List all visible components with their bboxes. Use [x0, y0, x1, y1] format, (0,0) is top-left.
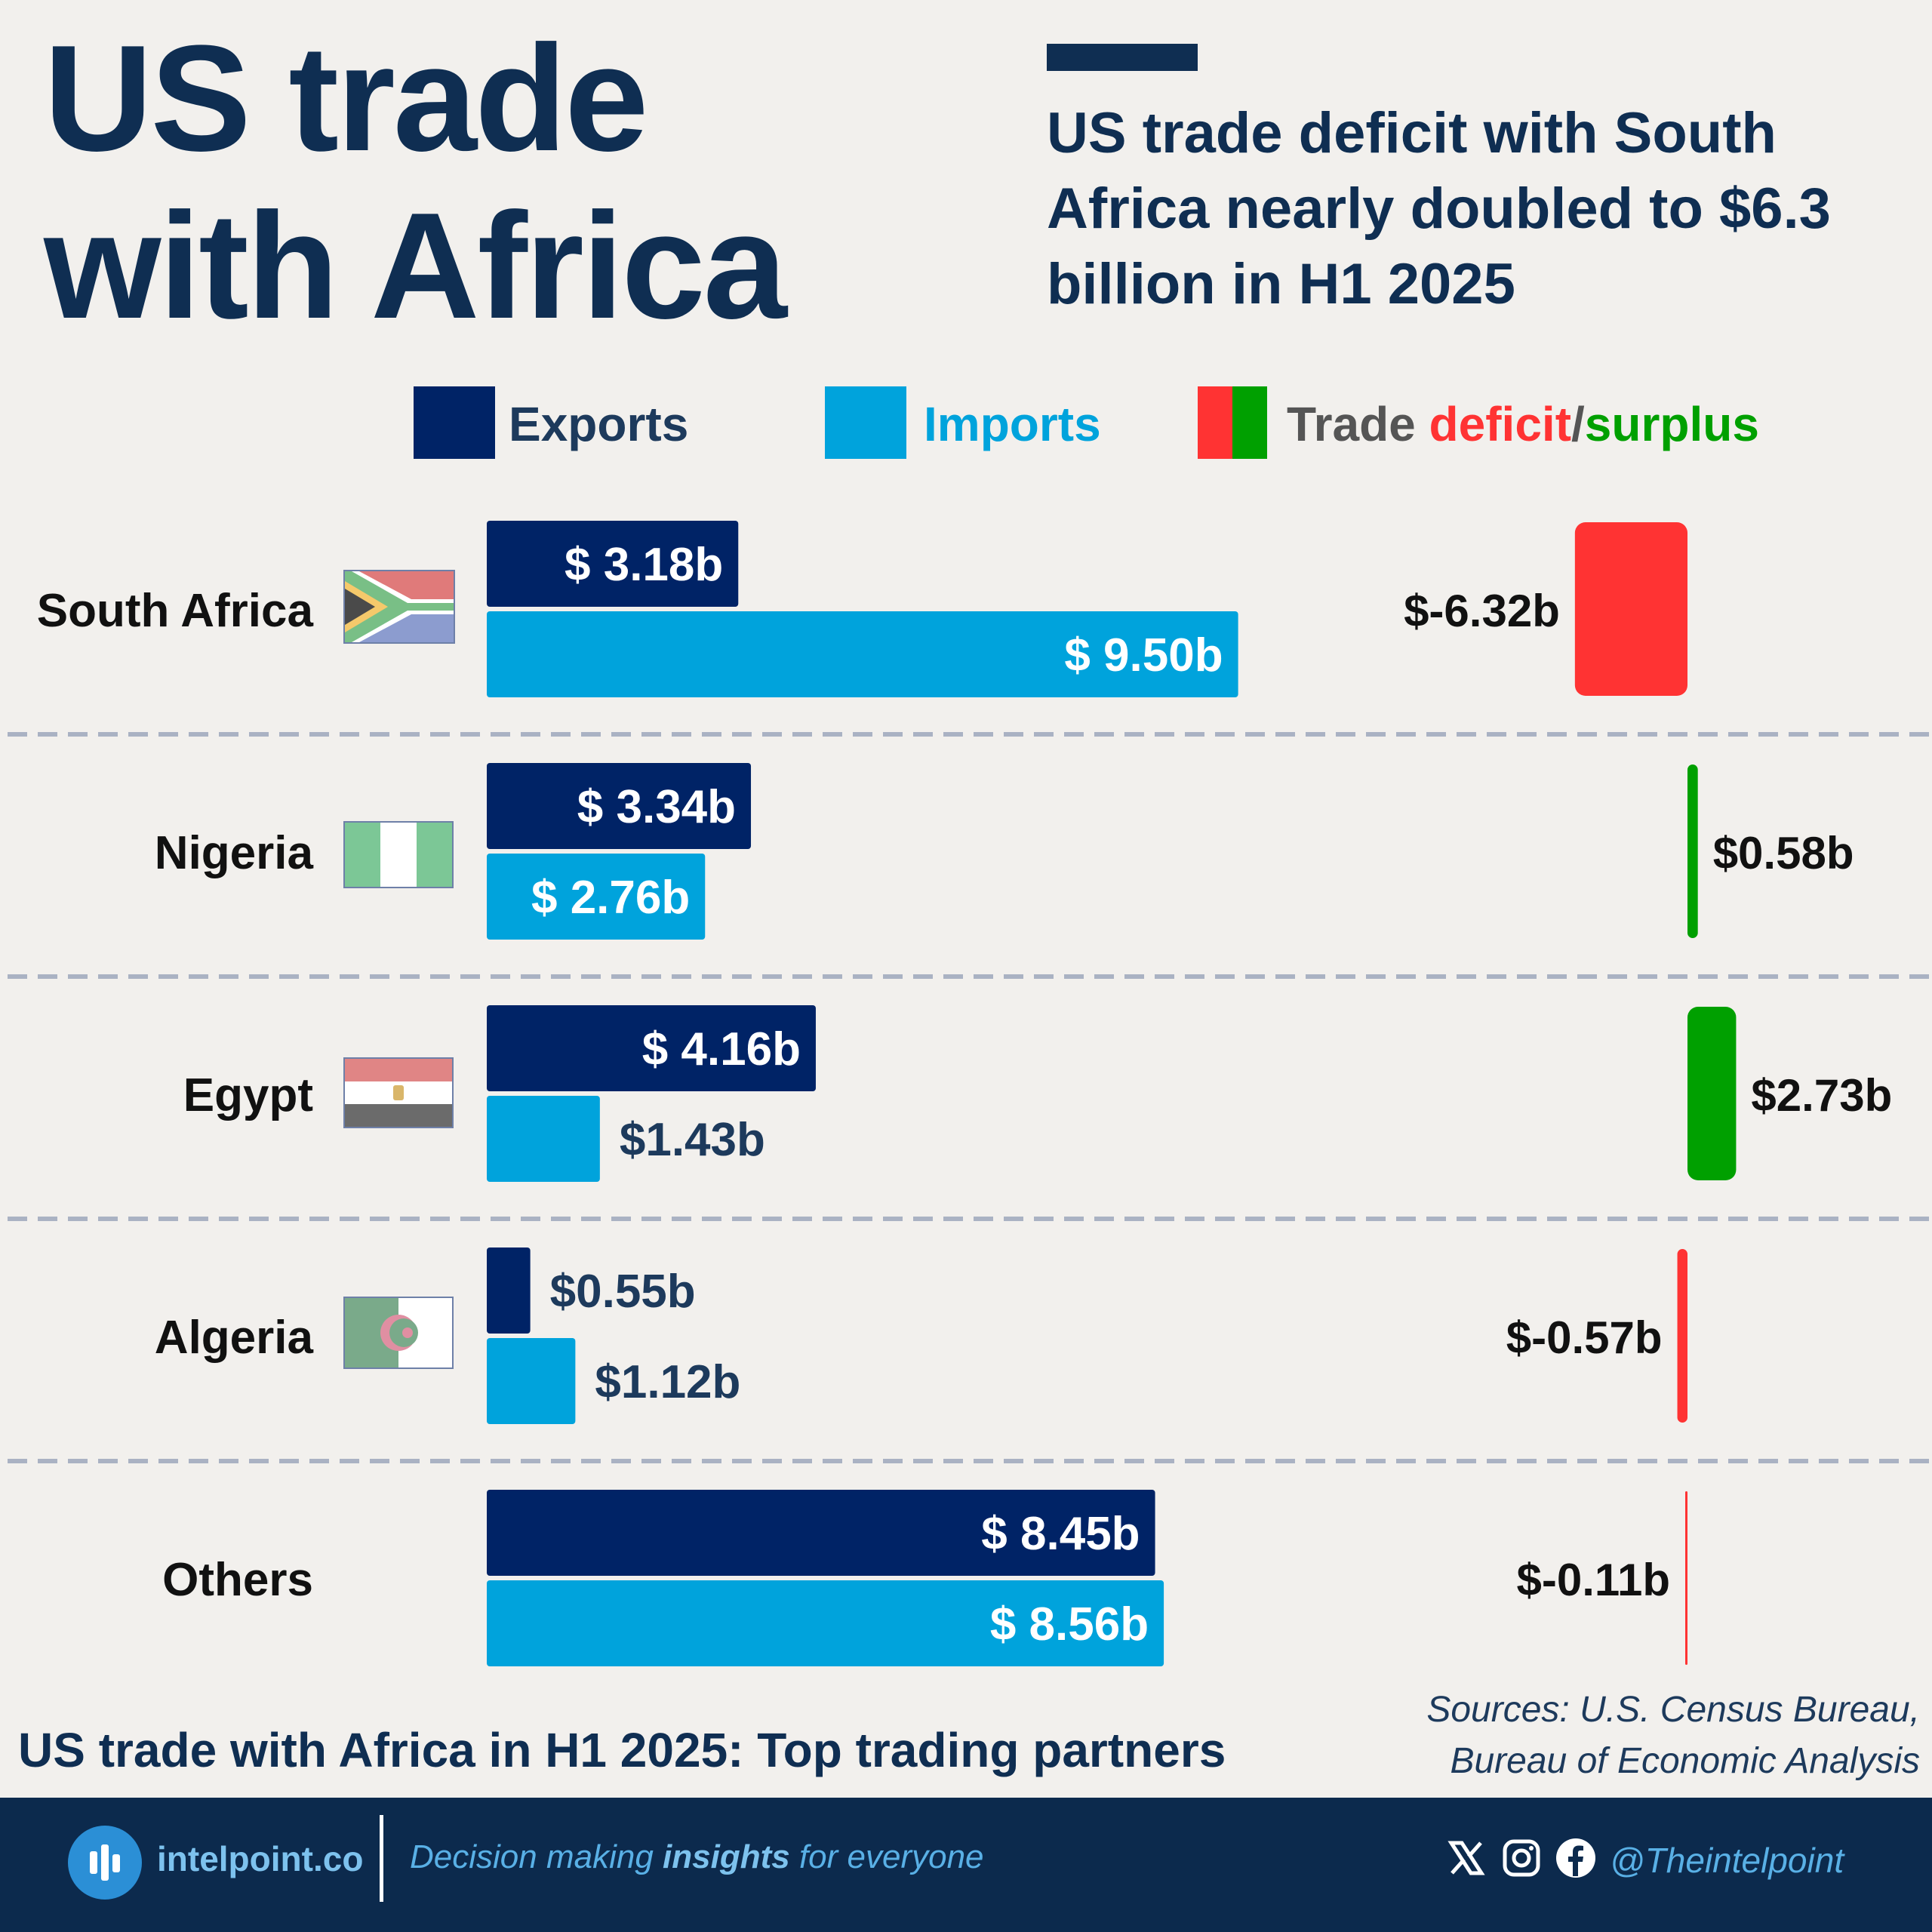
legend-trade-prefix: Trade [1287, 397, 1429, 451]
exports-value-label-south-africa: $ 3.18b [565, 539, 723, 591]
exports-bar-nigeria [487, 763, 752, 849]
legend-surplus-text: surplus [1584, 397, 1759, 451]
legend-exports-swatch [414, 386, 495, 459]
category-label-algeria: Algeria [155, 1312, 314, 1364]
egypt-flag-icon [343, 1057, 454, 1128]
subheadline: US trade deficit with South Africa nearl… [1047, 101, 1831, 316]
balance-value-label-south-africa: $-6.32b [1404, 586, 1560, 636]
legend-exports-label: Exports [509, 397, 689, 451]
exports-bar-algeria [487, 1247, 531, 1334]
exports-bar-south-africa [487, 521, 739, 607]
imports-bar-south-africa [487, 611, 1238, 697]
trade-bar-chart: South Africa Nigeria Egypt Algeria Others $ … [8, 521, 1932, 1666]
social-handle[interactable]: @Theintelpoint [1610, 1841, 1844, 1880]
imports-bar-others [487, 1580, 1164, 1666]
imports-value-label-algeria: $1.12b [595, 1356, 740, 1408]
exports-bar-others [487, 1490, 1155, 1576]
balance-bar-nigeria [1687, 764, 1698, 938]
imports-value-label-south-africa: $ 9.50b [1064, 629, 1223, 681]
exports-value-label-others: $ 8.45b [981, 1508, 1140, 1560]
title-line-1: US trade [44, 14, 648, 183]
site-link[interactable]: intelpoint.co [157, 1839, 364, 1878]
logo-bar-3 [112, 1854, 120, 1872]
imports-value-label-others: $ 8.56b [990, 1598, 1149, 1651]
tagline-pre: Decision making [410, 1838, 663, 1875]
legend-imports-swatch [825, 386, 906, 459]
logo-bar-2 [101, 1844, 109, 1881]
legend-deficit-text: deficit [1429, 397, 1571, 451]
balance-value-label-nigeria: $0.58b [1713, 828, 1854, 878]
tagline-bold: insights [663, 1838, 790, 1875]
sources-line-2: Bureau of Economic Analysis [1450, 1741, 1920, 1781]
sources-line-1: Sources: U.S. Census Bureau, [1426, 1690, 1920, 1730]
imports-value-label-egypt: $1.43b [620, 1114, 765, 1166]
category-label-south-africa: South Africa [37, 585, 314, 637]
exports-value-label-egypt: $ 4.16b [642, 1023, 801, 1075]
balance-bar-south-africa [1574, 522, 1687, 696]
imports-bar-algeria [487, 1338, 576, 1424]
exports-value-label-algeria: $0.55b [550, 1266, 696, 1318]
intelpoint-logo-icon[interactable] [68, 1826, 142, 1900]
balance-bar-egypt [1687, 1007, 1737, 1180]
instagram-icon[interactable] [1500, 1837, 1543, 1879]
imports-bar-nigeria [487, 854, 706, 940]
facebook-icon[interactable] [1555, 1837, 1597, 1879]
legend-surplus-swatch [1232, 386, 1267, 459]
algeria-flag-icon [343, 1297, 454, 1369]
tagline: Decision making insights for everyone [410, 1838, 984, 1876]
legend-slash: / [1571, 397, 1585, 451]
logo-bar-1 [90, 1851, 97, 1874]
legend-imports-label: Imports [924, 397, 1101, 451]
footer-divider [380, 1815, 383, 1902]
balance-value-label-others: $-0.11b [1517, 1555, 1670, 1605]
south-africa-flag-icon [343, 570, 455, 644]
balance-bar-others [1685, 1491, 1687, 1665]
category-label-others: Others [162, 1554, 313, 1606]
legend-trade-label: Trade deficit/surplus [1287, 394, 1759, 454]
exports-value-label-nigeria: $ 3.34b [577, 781, 736, 833]
page-title: US trade with Africa [44, 14, 787, 350]
balance-value-label-algeria: $-0.57b [1506, 1312, 1663, 1363]
imports-value-label-nigeria: $ 2.76b [531, 872, 690, 924]
exports-bar-egypt [487, 1005, 816, 1091]
legend-deficit-swatch [1198, 386, 1232, 459]
title-line-2: with Africa [44, 182, 787, 350]
x-icon[interactable] [1445, 1837, 1487, 1879]
balance-value-label-egypt: $2.73b [1751, 1070, 1892, 1121]
nigeria-flag-icon [343, 821, 454, 888]
chart-caption: US trade with Africa in H1 2025: Top tra… [18, 1723, 1226, 1777]
imports-bar-egypt [487, 1096, 600, 1182]
balance-bar-algeria [1677, 1249, 1687, 1423]
category-label-nigeria: Nigeria [155, 827, 314, 879]
tagline-post: for everyone [789, 1838, 984, 1875]
sources: Sources: U.S. Census Bureau, Bureau of E… [1426, 1684, 1920, 1787]
footer [0, 1798, 1932, 1932]
subheadline-accent-bar [1047, 44, 1198, 71]
category-label-egypt: Egypt [183, 1069, 313, 1121]
